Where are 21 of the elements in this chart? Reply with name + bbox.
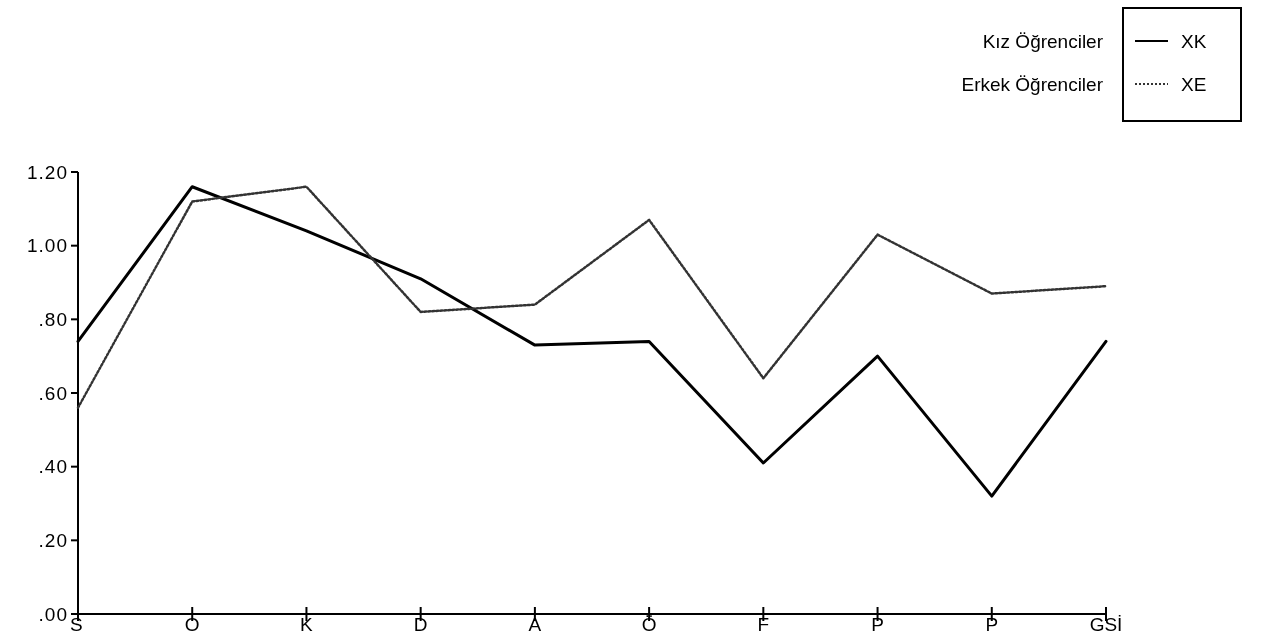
legend-label: XE bbox=[1181, 73, 1207, 95]
x-tick-label: GSİ bbox=[1089, 614, 1123, 636]
y-tick-label: .00 bbox=[38, 603, 68, 625]
x-tick-label: F bbox=[757, 614, 770, 636]
y-tick-label: .60 bbox=[38, 382, 68, 404]
y-tick-label: 1.00 bbox=[27, 235, 68, 257]
x-tick-label: P bbox=[985, 614, 999, 636]
text: Kız Öğrenciler bbox=[982, 30, 1104, 52]
x-tick-label: A bbox=[528, 614, 542, 636]
y-tick-label: .80 bbox=[38, 308, 68, 330]
y-tick-label: .40 bbox=[38, 456, 68, 478]
y-tick-label: 1.20 bbox=[27, 161, 68, 183]
x-tick-label: O bbox=[184, 614, 200, 636]
y-tick-label: .20 bbox=[38, 529, 68, 551]
line-series bbox=[76, 185, 1108, 409]
x-tick-label: P bbox=[871, 614, 884, 636]
legend-label: XK bbox=[1181, 30, 1207, 52]
x-tick-label: D bbox=[413, 614, 428, 636]
text: Erkek Öğrenciler bbox=[961, 73, 1104, 95]
x-tick-label: K bbox=[300, 614, 314, 636]
x-tick-label: Ö bbox=[641, 614, 657, 636]
